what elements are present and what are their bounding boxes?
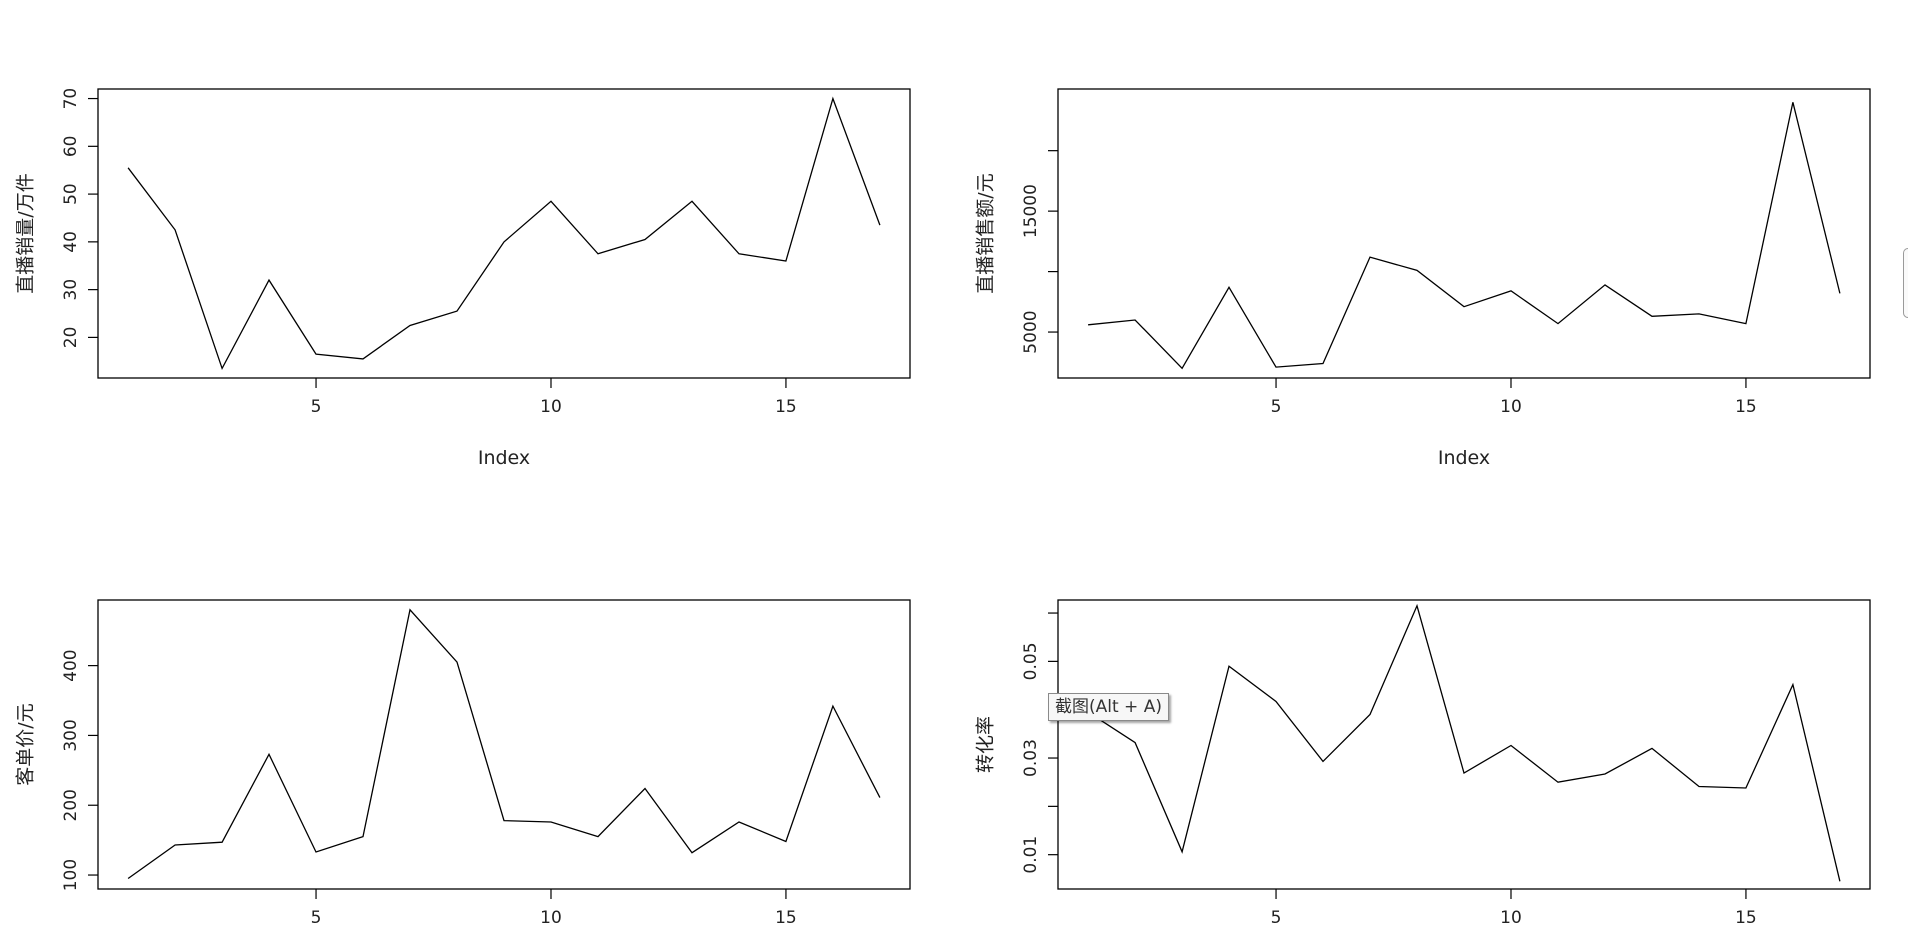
series-line bbox=[127, 608, 881, 880]
x-tick-label: 15 bbox=[775, 397, 797, 417]
screenshot-tooltip: 截图(Alt + A) bbox=[1048, 693, 1169, 721]
plot-frame bbox=[1057, 88, 1871, 379]
x-tick-label: 10 bbox=[1500, 908, 1522, 928]
y-tick-label: 400 bbox=[61, 649, 81, 681]
plot-frame bbox=[1057, 599, 1871, 890]
y-axis-label: 直播销售额/元 bbox=[975, 173, 997, 293]
y-tick-label: 200 bbox=[61, 789, 81, 821]
y-tick-label: 50 bbox=[61, 183, 81, 205]
y-tick-label: 5000 bbox=[1021, 310, 1041, 353]
plot-frame bbox=[97, 88, 911, 379]
chart-panel-4: 5 10 15 0.01 0.03 0.05 转化率 bbox=[975, 599, 1871, 928]
x-tick-label: 15 bbox=[775, 908, 797, 928]
y-tick-label: 20 bbox=[61, 327, 81, 349]
y-tick-label: 300 bbox=[61, 719, 81, 751]
y-tick-label: 70 bbox=[61, 88, 81, 110]
y-tick-label: 60 bbox=[61, 136, 81, 158]
y-tick-label: 30 bbox=[61, 279, 81, 301]
y-tick-label: 0.01 bbox=[1021, 836, 1041, 874]
x-tick-label: 15 bbox=[1735, 397, 1757, 417]
y-tick-label: 0.03 bbox=[1021, 739, 1041, 777]
x-tick-label: 10 bbox=[540, 908, 562, 928]
chart-panel-3: 5 10 15 100 200 300 400 客单价/元 bbox=[15, 599, 911, 928]
x-axis-label: Index bbox=[1438, 447, 1490, 469]
series-line bbox=[127, 96, 881, 371]
plot-frame bbox=[97, 599, 911, 890]
chart-panel-2: 5 10 15 5000 15000 Index 直播销售额/元 bbox=[975, 88, 1871, 469]
y-tick-label: 0.05 bbox=[1021, 642, 1041, 680]
x-tick-label: 15 bbox=[1735, 908, 1757, 928]
y-axis-label: 客单价/元 bbox=[15, 703, 37, 785]
series-line bbox=[1088, 102, 1841, 370]
x-axis-label: Index bbox=[478, 447, 530, 469]
x-tick-label: 5 bbox=[311, 397, 322, 417]
side-panel-handle[interactable] bbox=[1903, 248, 1908, 318]
y-tick-label: 15000 bbox=[1021, 184, 1041, 238]
y-tick-label: 40 bbox=[61, 231, 81, 253]
x-tick-label: 10 bbox=[1500, 397, 1522, 417]
y-axis-label: 转化率 bbox=[975, 716, 997, 773]
x-tick-label: 5 bbox=[1271, 908, 1282, 928]
x-tick-label: 5 bbox=[1271, 397, 1282, 417]
chart-panel-1: 5 10 15 20 30 40 50 60 70 Index 直播销量/万件 bbox=[15, 88, 911, 469]
y-axis-label: 直播销量/万件 bbox=[15, 173, 37, 293]
x-tick-label: 10 bbox=[540, 397, 562, 417]
x-tick-label: 5 bbox=[311, 908, 322, 928]
series-line bbox=[1087, 603, 1841, 882]
y-tick-label: 100 bbox=[61, 859, 81, 891]
